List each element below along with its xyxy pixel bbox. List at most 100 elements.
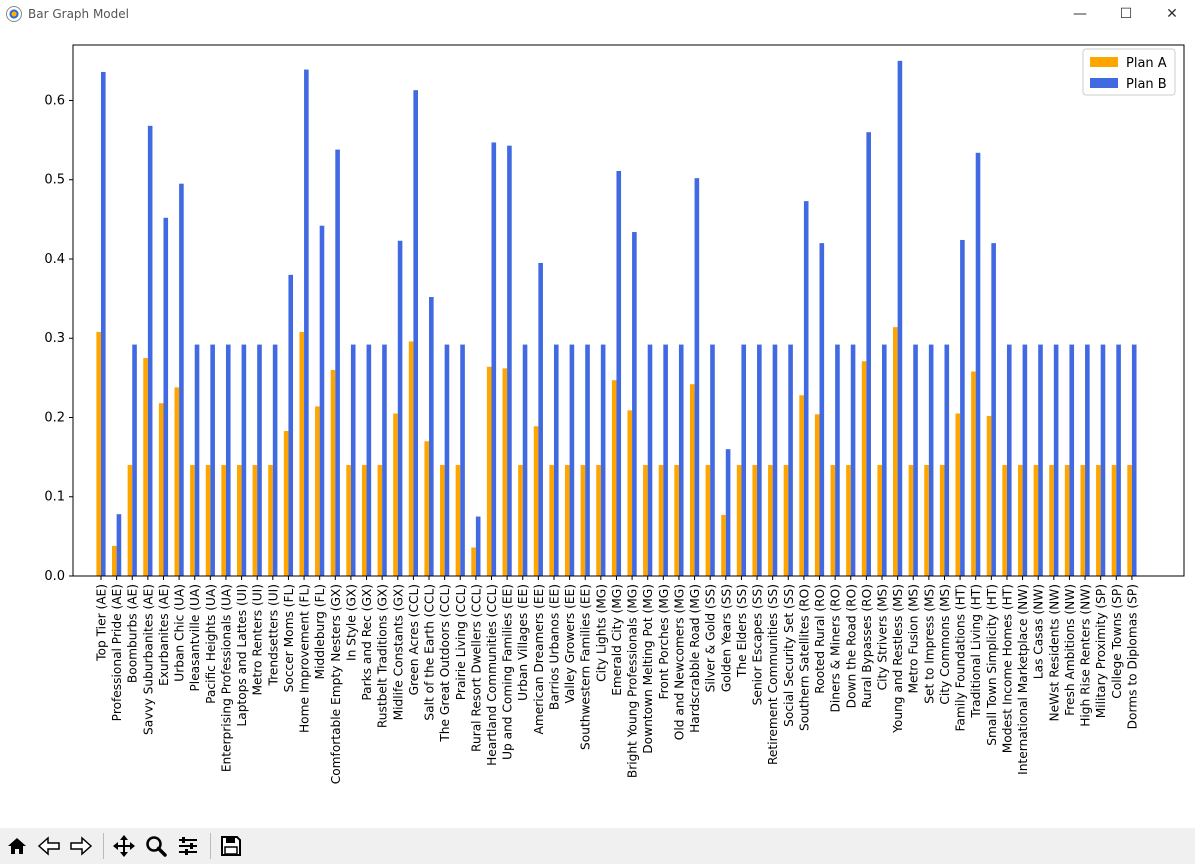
bar-plan-b bbox=[475, 516, 481, 576]
x-tick-label: Metro Renters (UI) bbox=[251, 584, 265, 696]
x-tick-label: NeWst Residents (NW) bbox=[1047, 584, 1061, 721]
forward-button[interactable] bbox=[66, 831, 96, 861]
bar-plan-a bbox=[424, 441, 430, 576]
x-tick-label: Modest Income Homes (HT) bbox=[1000, 584, 1014, 753]
bar-plan-a bbox=[783, 465, 789, 576]
bar-plan-b bbox=[913, 344, 918, 576]
y-tick-label: 0.5 bbox=[44, 173, 65, 188]
bar-plan-b bbox=[819, 243, 825, 576]
configure-subplots-button[interactable] bbox=[173, 831, 203, 861]
bar-plan-b bbox=[382, 344, 387, 576]
bar-plan-a bbox=[1127, 465, 1132, 576]
bar-plan-b bbox=[1038, 344, 1043, 576]
x-tick-label: Down the Road (RO) bbox=[844, 584, 858, 708]
bar-plan-b bbox=[725, 449, 731, 576]
bar-plan-b bbox=[928, 344, 934, 576]
bar-plan-b bbox=[897, 60, 903, 577]
bar-plan-a bbox=[939, 465, 945, 576]
bar-plan-a bbox=[986, 415, 992, 576]
bar-plan-a bbox=[846, 465, 851, 576]
legend-label-plan-b: Plan B bbox=[1126, 77, 1167, 92]
bar-plan-a bbox=[1096, 465, 1101, 576]
x-tick-label: Salt of the Earth (CCL) bbox=[423, 584, 437, 721]
bar-plan-b bbox=[522, 344, 528, 576]
bar-plan-a bbox=[861, 361, 867, 576]
x-tick-label: Up and Coming Families (EE) bbox=[501, 584, 515, 760]
x-tick-label: Downtown Melting Pot (MG) bbox=[641, 584, 655, 754]
close-button[interactable]: ✕ bbox=[1166, 6, 1178, 22]
bar-plan-b bbox=[147, 125, 153, 576]
bar-plan-a bbox=[674, 465, 679, 576]
y-tick-label: 0.4 bbox=[44, 252, 65, 267]
toolbar-separator bbox=[210, 833, 211, 859]
x-tick-label: Diners & Miners (RO) bbox=[829, 584, 843, 713]
x-tick-label: Front Porches (MG) bbox=[657, 584, 671, 699]
bar-plan-b bbox=[694, 178, 700, 576]
x-tick-label: Small Town Simplicity (HT) bbox=[985, 584, 999, 746]
minimize-button[interactable]: — bbox=[1073, 6, 1087, 22]
zoom-icon bbox=[146, 836, 167, 857]
bar-plan-a bbox=[471, 547, 476, 576]
back-button[interactable] bbox=[34, 831, 64, 861]
bar-plan-a bbox=[549, 465, 554, 576]
x-tick-label: Parks and Rec (GX) bbox=[360, 584, 374, 701]
bar-plan-a bbox=[877, 465, 882, 576]
x-tick-label: Social Security Set (SS) bbox=[782, 584, 796, 727]
x-tick-label: Pleasantville (UA) bbox=[188, 584, 202, 692]
x-tick-label: Green Acres (CCL) bbox=[407, 584, 421, 695]
bar-plan-b bbox=[1085, 344, 1090, 576]
bar-plan-b bbox=[710, 344, 715, 576]
maximize-button[interactable]: ☐ bbox=[1119, 6, 1133, 22]
bar-plan-b bbox=[1131, 344, 1137, 576]
x-tick-label: Rustbelt Traditions (GX) bbox=[376, 584, 390, 728]
x-tick-label: The Great Outdoors (CCL) bbox=[438, 584, 452, 743]
x-tick-label: Rural Bypasses (RO) bbox=[860, 584, 874, 708]
bars-group bbox=[96, 60, 1137, 577]
bar-plan-a bbox=[658, 465, 664, 576]
bar-plan-a bbox=[768, 465, 773, 576]
bar-plan-b bbox=[460, 344, 465, 576]
bar-plan-a bbox=[830, 465, 836, 576]
home-button[interactable] bbox=[2, 831, 32, 861]
x-tick-label: Retirement Communities (SS) bbox=[766, 584, 780, 765]
x-tick-label: City Lights (MG) bbox=[594, 584, 608, 682]
save-button[interactable] bbox=[216, 831, 246, 861]
bar-plan-a bbox=[236, 465, 242, 576]
legend-label-plan-a: Plan A bbox=[1126, 56, 1167, 71]
figure-canvas: 0.0 0.1 0.2 0.3 0.4 0.5 0.6 Top Tier (AE) Profe… bbox=[0, 28, 1195, 828]
legend: Plan A Plan B bbox=[1082, 48, 1176, 96]
bar-plan-a bbox=[689, 384, 695, 576]
bar-plan-a bbox=[1017, 465, 1023, 576]
bar-plan-a bbox=[627, 410, 633, 576]
bar-plan-a bbox=[377, 465, 383, 576]
navigation-toolbar bbox=[0, 828, 1195, 864]
bar-plan-b bbox=[866, 132, 871, 576]
bar-plan-b bbox=[585, 344, 590, 576]
bar-plan-b bbox=[538, 262, 543, 576]
x-tick-label: Savvy Suburbanites (AE) bbox=[141, 584, 155, 735]
x-tick-label: Metro Fusion (MS) bbox=[907, 584, 921, 693]
x-tick-label: Hardscrabble Road (MG) bbox=[688, 584, 702, 733]
zoom-button[interactable] bbox=[141, 831, 171, 861]
bar-plan-a bbox=[299, 331, 305, 576]
bar-plan-b bbox=[975, 152, 981, 576]
x-tick-label: College Towns (SP) bbox=[1110, 584, 1124, 699]
x-tick-label: Traditional Living (HT) bbox=[969, 584, 983, 719]
bar-plan-a bbox=[346, 465, 351, 576]
bar-plan-a bbox=[1064, 465, 1070, 576]
x-tick-label: Pacific Heights (UA) bbox=[204, 584, 218, 704]
title-bar: Bar Graph Model — ☐ ✕ bbox=[0, 0, 1195, 28]
bar-plan-a bbox=[705, 465, 711, 576]
home-icon bbox=[8, 838, 26, 854]
bar-plan-b bbox=[225, 344, 231, 576]
pan-button[interactable] bbox=[109, 831, 139, 861]
x-tick-label: Professional Pride (AE) bbox=[110, 584, 124, 721]
bar-plan-a bbox=[190, 465, 195, 576]
x-tick-label: Laptops and Lattes (UI) bbox=[235, 584, 249, 727]
bar-plan-a bbox=[799, 395, 804, 576]
bar-plan-b bbox=[600, 344, 606, 576]
bar-plan-b bbox=[991, 243, 996, 576]
bar-plan-b bbox=[788, 344, 793, 576]
x-tick-label: Prairie Living (CCL) bbox=[454, 584, 468, 700]
bar-plan-b bbox=[116, 514, 122, 576]
